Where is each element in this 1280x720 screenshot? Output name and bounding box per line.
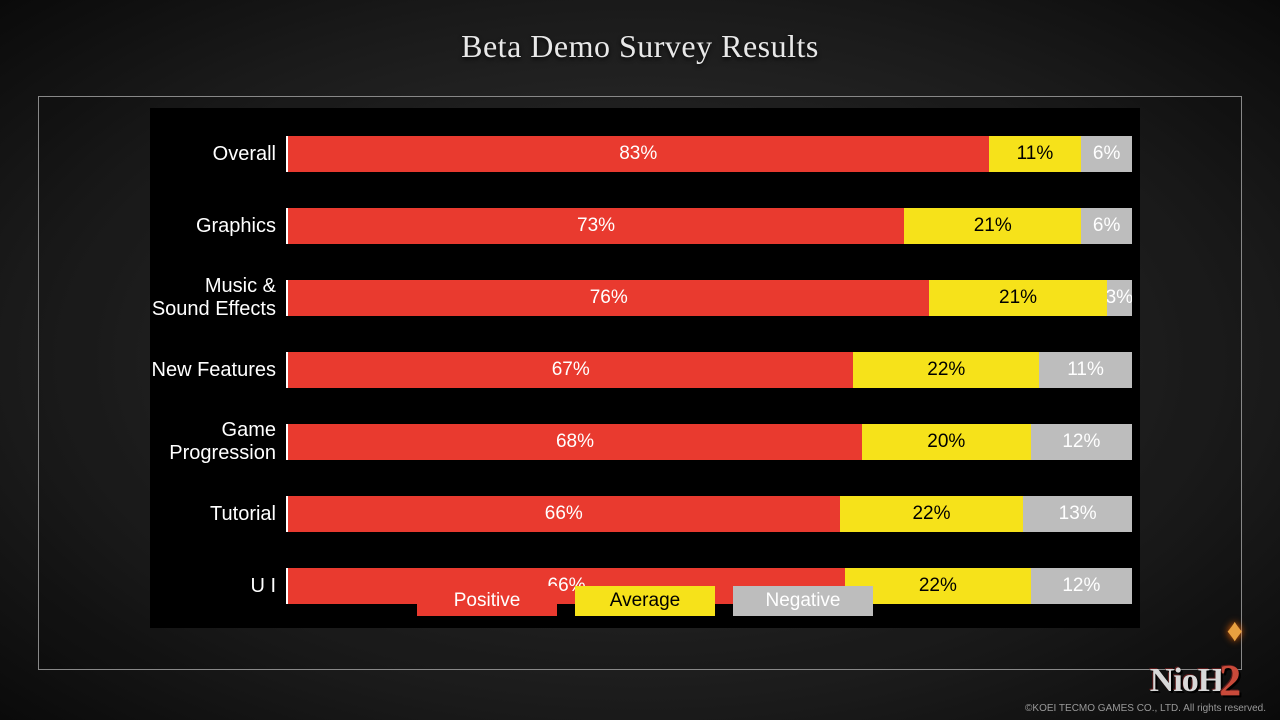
bar-segment-negative: 13% xyxy=(1023,496,1132,532)
bar-segment-positive: 67% xyxy=(288,352,853,388)
chart-row: Music &Sound Effects76%21%3% xyxy=(150,262,1140,334)
bar-segment-positive: 73% xyxy=(288,208,904,244)
game-logo: ♦ NioH2 xyxy=(1130,620,1260,700)
bar-segment-positive: 83% xyxy=(288,136,989,172)
bar-track: 83%11%6% xyxy=(286,136,1132,172)
chart-row: GameProgression68%20%12% xyxy=(150,406,1140,478)
chart-title: Beta Demo Survey Results xyxy=(0,0,1280,65)
chart-row: Graphics73%21%6% xyxy=(150,190,1140,262)
logo-text: NioH xyxy=(1150,662,1223,700)
chart-row: Tutorial66%22%13% xyxy=(150,478,1140,550)
legend-item-negative: Negative xyxy=(733,586,873,616)
bar-track: 76%21%3% xyxy=(286,280,1132,316)
legend: Positive Average Negative xyxy=(150,586,1140,616)
bar-segment-negative: 6% xyxy=(1081,136,1132,172)
legend-item-average: Average xyxy=(575,586,715,616)
bar-segment-negative: 6% xyxy=(1081,208,1132,244)
bar-segment-positive: 66% xyxy=(288,496,840,532)
bar-segment-average: 22% xyxy=(840,496,1024,532)
bar-segment-negative: 3% xyxy=(1107,280,1132,316)
row-label: Music &Sound Effects xyxy=(150,275,286,321)
row-label: Tutorial xyxy=(150,503,286,526)
row-label: GameProgression xyxy=(150,419,286,465)
bar-segment-positive: 76% xyxy=(288,280,929,316)
row-label: Graphics xyxy=(150,215,286,238)
chart-row: New Features67%22%11% xyxy=(150,334,1140,406)
row-label: Overall xyxy=(150,143,286,166)
bar-segment-average: 21% xyxy=(929,280,1106,316)
bar-segment-average: 20% xyxy=(862,424,1031,460)
row-label: New Features xyxy=(150,359,286,382)
chart-rows: Overall83%11%6%Graphics73%21%6%Music &So… xyxy=(150,108,1140,622)
bar-segment-negative: 11% xyxy=(1039,352,1132,388)
bar-track: 67%22%11% xyxy=(286,352,1132,388)
bar-segment-average: 11% xyxy=(989,136,1082,172)
chart-area: Overall83%11%6%Graphics73%21%6%Music &So… xyxy=(150,108,1140,628)
flame-icon: ♦ xyxy=(1227,612,1242,649)
bar-segment-negative: 12% xyxy=(1031,424,1132,460)
bar-track: 73%21%6% xyxy=(286,208,1132,244)
bar-segment-average: 22% xyxy=(853,352,1039,388)
bar-track: 68%20%12% xyxy=(286,424,1132,460)
bar-segment-average: 21% xyxy=(904,208,1081,244)
bar-track: 66%22%13% xyxy=(286,496,1132,532)
legend-item-positive: Positive xyxy=(417,586,557,616)
logo-number: 2 xyxy=(1219,655,1240,706)
bar-segment-positive: 68% xyxy=(288,424,862,460)
chart-row: Overall83%11%6% xyxy=(150,118,1140,190)
copyright-text: ©KOEI TECMO GAMES CO., LTD. All rights r… xyxy=(1025,703,1266,714)
